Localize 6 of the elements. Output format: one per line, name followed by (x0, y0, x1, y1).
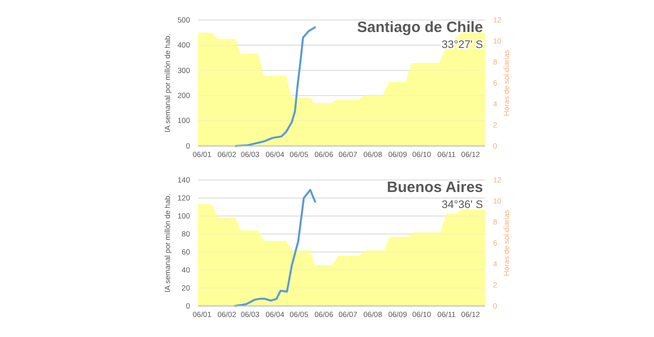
chart-title: Santiago de Chile (357, 19, 483, 36)
line-series (234, 188, 316, 307)
chart-title: Buenos Aires (386, 179, 483, 196)
text: 33°27' S (442, 39, 483, 51)
text: 34°36' S (442, 199, 483, 211)
line-series (234, 26, 316, 147)
